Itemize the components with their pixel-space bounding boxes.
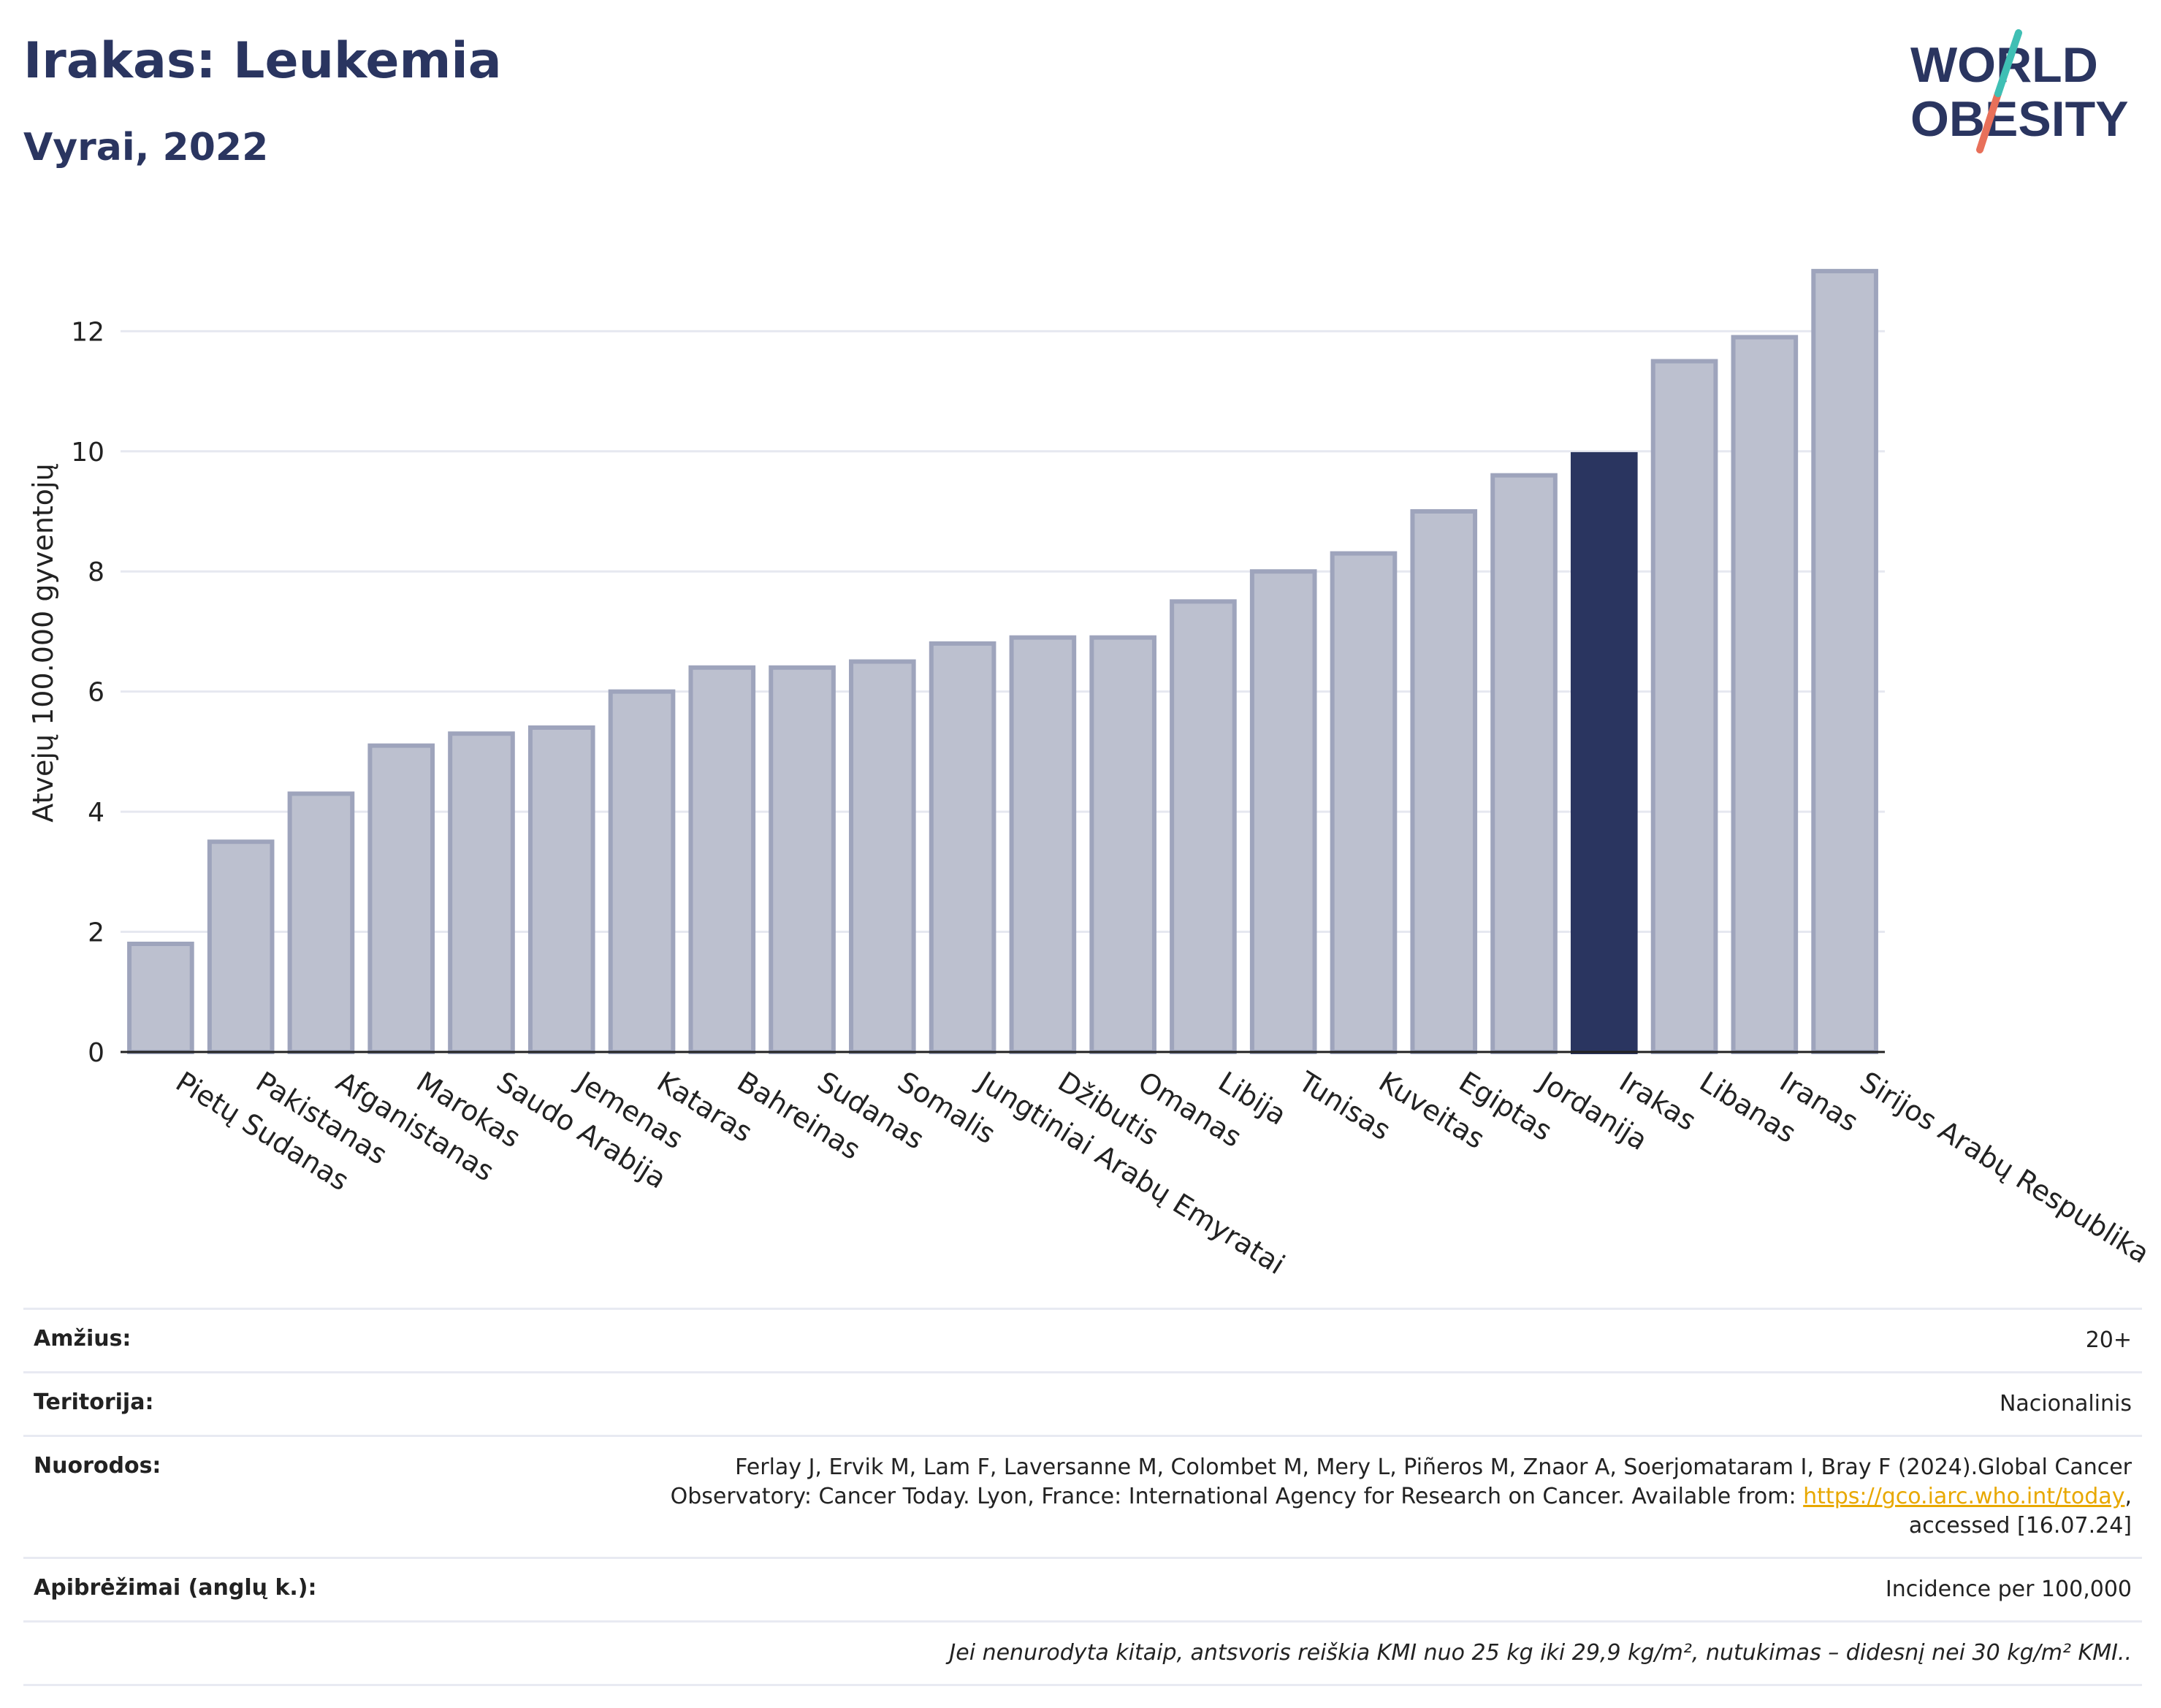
logo-line-2: OBESITY [1910,91,2129,147]
bar [1330,551,1398,1054]
bar [448,731,515,1054]
references-line-2: Observatory: Cancer Today. Lyon, France:… [670,1484,1804,1509]
info-table: Amžius: 20+ Teritorija: Nacionalinis Nuo… [23,1308,2142,1686]
info-row-age: Amžius: 20+ [23,1308,2142,1373]
y-axis-label: Atvejų 100.000 gyventojų [27,463,59,822]
bar [1410,509,1478,1054]
bar [527,725,595,1054]
bar [1170,599,1237,1054]
logo-slash-upper [1994,29,2022,97]
references-comma: , [2124,1484,2132,1509]
references-line-3: accessed [16.07.24] [1908,1513,2132,1539]
territory-value: Nacionalinis [424,1371,2142,1436]
bar [608,689,676,1055]
bar [1089,635,1156,1054]
footnote: Jei nenurodyta kitaip, antsvoris reiškia… [23,1620,2142,1686]
bar [1731,335,1799,1054]
bar [769,665,836,1054]
bar [849,659,916,1054]
bar [929,641,996,1054]
references-value: Ferlay J, Ervik M, Lam F, Laversanne M, … [424,1435,2142,1558]
references-link[interactable]: https://gco.iarc.who.int/today [1803,1484,2125,1509]
bar [1650,359,1718,1054]
y-tick-label: 8 [88,557,104,587]
x-tick-label: Sirijos Arabų Respublika [1854,1065,2154,1270]
x-tick-label: Tunisas [1292,1065,1396,1147]
info-row-note: Jei nenurodyta kitaip, antsvoris reiškia… [23,1620,2142,1686]
bar [287,791,355,1054]
definitions-value: Incidence per 100,000 [424,1557,2142,1622]
y-tick-label: 2 [88,918,104,948]
bar [688,665,756,1054]
y-tick-label: 12 [71,317,104,347]
info-row-territory: Teritorija: Nacionalinis [23,1371,2142,1436]
info-row-definitions: Apibrėžimai (anglų k.): Incidence per 10… [23,1557,2142,1622]
bar [1490,473,1558,1054]
bar [127,942,194,1054]
bar [1811,269,1878,1055]
bars [127,269,1878,1055]
chart-subtitle: Vyrai, 2022 [23,126,269,169]
definitions-label: Apibrėžimai (anglų k.): [23,1557,424,1622]
bar [207,839,275,1054]
logo-slash-lower [1976,90,2002,153]
y-tick-label: 4 [88,798,104,828]
y-tick-label: 10 [71,438,104,468]
territory-label: Teritorija: [23,1371,424,1436]
info-row-references: Nuorodos: Ferlay J, Ervik M, Lam F, Lave… [23,1435,2142,1558]
chart-title: Irakas: Leukemia [23,32,502,90]
age-label: Amžius: [23,1308,424,1373]
bar [1249,569,1317,1054]
age-value: 20+ [424,1308,2142,1373]
y-tick-label: 6 [88,678,104,708]
references-line-1: Ferlay J, Ervik M, Lam F, Laversanne M, … [735,1455,2132,1480]
world-obesity-logo: WORLD OBESITY [1910,29,2129,153]
bar-highlight [1570,451,1638,1054]
bar [1009,635,1077,1054]
y-tick-label: 0 [88,1038,104,1068]
bar [367,743,435,1055]
references-label: Nuorodos: [23,1435,424,1558]
